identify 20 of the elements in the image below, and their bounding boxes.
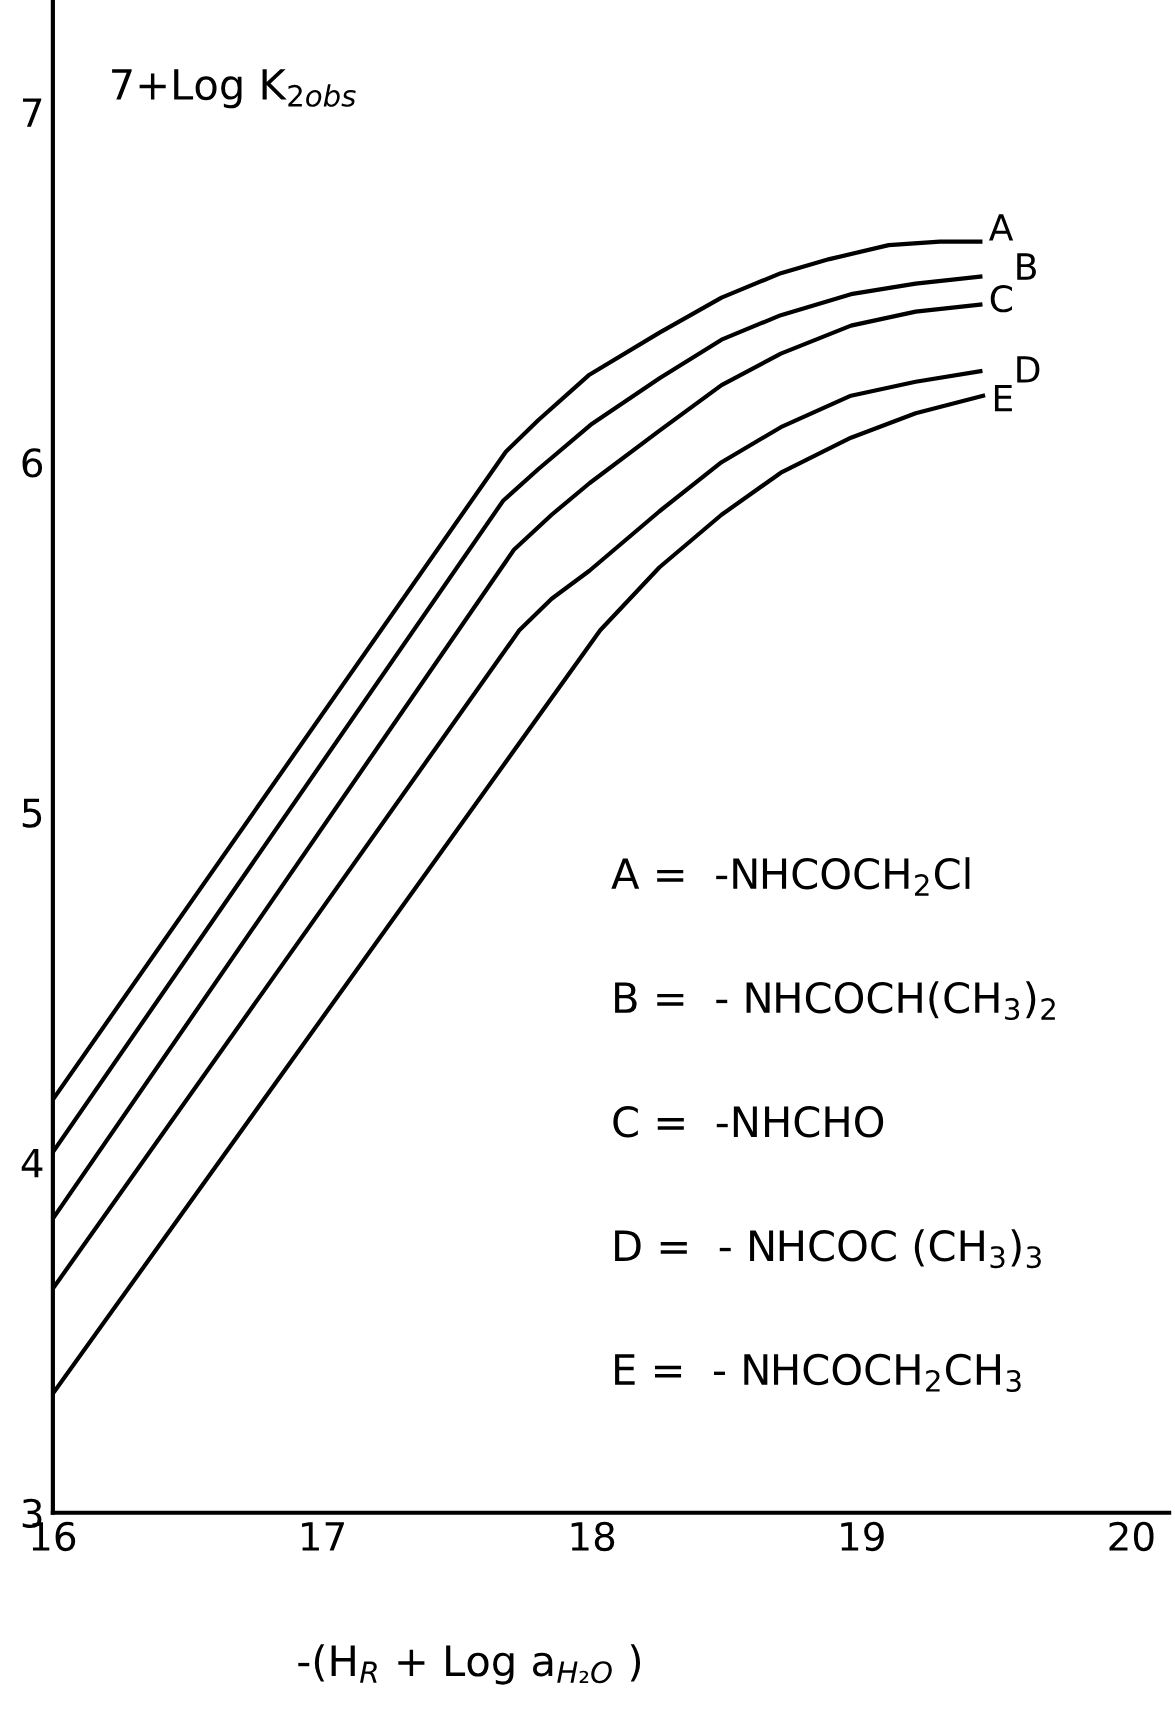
y-tick-label: 5 [22,798,42,828]
y-axis-title: 7+Log K$_{2obs}$ [112,69,356,109]
x-tick-label: 18 [571,1521,615,1552]
series-label: C [990,285,1012,313]
x-tick-label: 17 [302,1522,344,1551]
x-tick-label: 20 [1109,1521,1154,1552]
x-tick-label: 19 [841,1521,884,1552]
annotation: E = - NHCOCH$_{2}$CH$_{3}$ [615,1353,1021,1392]
annotation: D = - NHCOC (CH$_{3}$)$_{3}$ [615,1229,1041,1269]
annotation: B = - NHCOCH(CH$_{3}$)$_{2}$ [615,981,1055,1021]
y-tick-label: 4 [21,1148,43,1178]
x-axis-title: -(H$_{R}$ + Log a$_{H₂O}$ ) [298,1644,641,1685]
y-tick-label: 6 [22,448,43,478]
y-tick-label: 7 [22,98,42,127]
annotation: C = -NHCHO [613,1106,884,1138]
series-label: A [989,214,1014,241]
series-label: B [1017,253,1036,280]
series-label: E [994,384,1012,412]
series-label: D [1017,356,1040,383]
annotation: A = -NHCOCH$_{2}$Cl [611,857,970,896]
